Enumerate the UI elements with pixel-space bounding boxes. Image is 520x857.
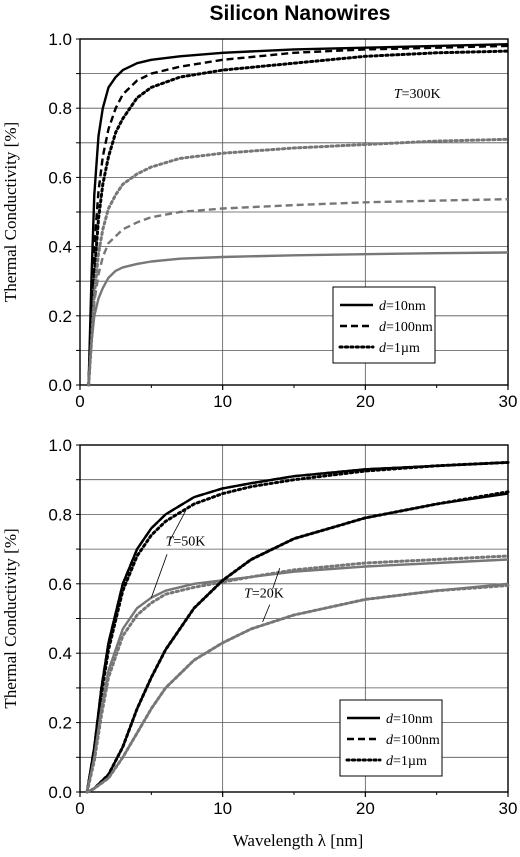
top-panel: 0 10 20 30 0.0 0.2 0.4 0.6 0.8 1.0 Thermal Conduct… — [1, 30, 517, 411]
chart-title: Silicon Nanowires — [210, 2, 391, 25]
annotation-leader — [169, 510, 186, 541]
y-tick-label: 0.8 — [48, 505, 72, 524]
legend-entry-label: d=100nm — [379, 320, 433, 335]
y-tick-label: 0.6 — [48, 575, 72, 594]
y-axis-label: Thermal Conductivity [%] — [1, 528, 20, 708]
x-tick-label: 0 — [75, 799, 84, 818]
grid — [79, 444, 509, 793]
x-tick-label: 0 — [75, 392, 84, 411]
annotation-label: T=20K — [244, 587, 284, 602]
series-line-dashed-gray — [87, 198, 509, 386]
legend-entry-label: d=10nm — [379, 299, 426, 314]
legend-entry-label: d=100nm — [386, 733, 440, 748]
series-group — [85, 460, 510, 794]
x-tick-label: 30 — [499, 799, 518, 818]
annotation-leader — [262, 604, 271, 623]
series-line-dotted-gray — [87, 137, 510, 387]
y-tick-label: 0.8 — [48, 99, 72, 118]
y-tick-label: 1.0 — [48, 436, 72, 455]
series-line-dashed-black — [87, 44, 509, 386]
series-line-dotted-gray — [85, 554, 510, 794]
legend: d=10nm d=100nm d=1µm — [339, 699, 443, 777]
legend-entry-label: d=1µm — [379, 341, 420, 356]
series-line-solid-black — [85, 461, 509, 793]
y-tick-label: 1.0 — [48, 30, 72, 49]
x-tick-label: 30 — [499, 392, 518, 411]
series-line-dotted-black — [87, 49, 510, 387]
series-line-dotted-black — [85, 460, 510, 794]
y-tick-label: 0.0 — [48, 783, 72, 802]
y-tick-label: 0.4 — [48, 644, 72, 663]
series-line-solid-gray — [87, 251, 509, 386]
x-tick-label: 10 — [213, 799, 232, 818]
annotation-label: T=50K — [166, 535, 206, 550]
x-tick-label: 20 — [356, 799, 375, 818]
y-axis-label: Thermal Conductivity [%] — [1, 122, 20, 302]
y-tick-label: 0.2 — [48, 714, 72, 733]
annotation-leader — [150, 554, 168, 598]
legend-box — [339, 699, 443, 777]
bottom-panel: 0 10 20 30 0.0 0.2 0.4 0.6 0.8 1.0 Thermal Conduct… — [1, 436, 517, 818]
legend-box — [332, 286, 436, 364]
y-tick-label: 0.4 — [48, 238, 72, 257]
grid — [79, 38, 509, 386]
legend: d=10nm d=100nm d=1µm — [332, 286, 436, 364]
legend-entry-label: d=1µm — [386, 754, 427, 769]
y-tick-label: 0.2 — [48, 307, 72, 326]
x-tick-label: 20 — [356, 392, 375, 411]
x-axis-label: Wavelength λ [nm] — [233, 831, 364, 850]
x-tick-label: 10 — [213, 392, 232, 411]
series-line-dotted-black — [85, 490, 510, 794]
series-line-dashed-black — [85, 461, 509, 793]
series-group — [87, 43, 510, 387]
legend-entry-label: d=10nm — [386, 712, 433, 727]
series-line-dotted-gray — [85, 584, 510, 794]
series-line-solid-black — [87, 43, 509, 386]
y-tick-label: 0.0 — [48, 376, 72, 395]
annotation-label: T=300K — [394, 87, 441, 102]
annotation-leader — [272, 568, 281, 590]
y-tick-label: 0.6 — [48, 168, 72, 187]
